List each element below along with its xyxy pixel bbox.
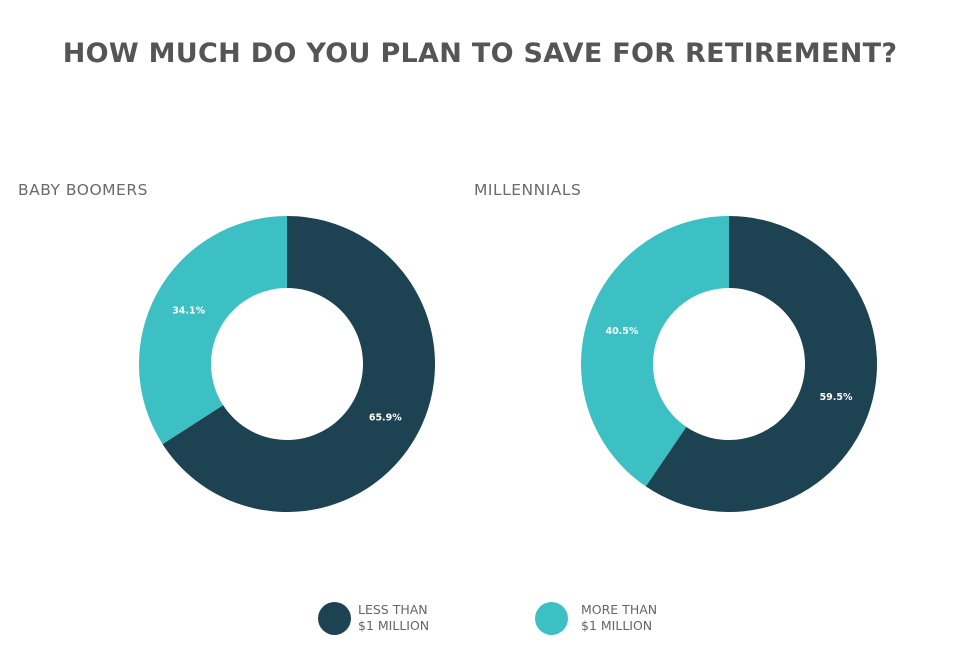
legend-label-line: $1 MILLION (358, 618, 430, 633)
legend-swatch-more-than (535, 602, 568, 635)
slice-data-label: 59.5% (820, 392, 853, 403)
panel-title-baby-boomers: BABY BOOMERS (18, 181, 148, 199)
donut-slice-0 (645, 216, 877, 512)
slice-data-label: 40.5% (605, 326, 638, 337)
legend-label-line: MORE THAN (581, 602, 658, 617)
legend-swatch-less-than (318, 602, 351, 635)
legend-label-line: LESS THAN (358, 602, 428, 617)
donut-slice-1 (139, 216, 287, 445)
slice-data-label: 65.9% (369, 413, 402, 424)
panel-title-millennials: MILLENNIALS (474, 181, 582, 199)
slice-data-label: 34.1% (172, 305, 205, 316)
donut-chart-millennials: 59.5% 40.5% (581, 216, 877, 512)
donut-chart-baby-boomers: 65.9% 34.1% (139, 216, 435, 512)
chart-title: HOW MUCH DO YOU PLAN TO SAVE FOR RETIREM… (62, 38, 898, 69)
legend-label-more-than: MORE THAN $1 MILLION (581, 602, 657, 634)
donut-slice-0 (162, 216, 435, 512)
donut-slice-1 (581, 216, 729, 487)
legend-label-less-than: LESS THAN $1 MILLION (358, 602, 429, 634)
legend-label-line: $1 MILLION (581, 618, 653, 633)
